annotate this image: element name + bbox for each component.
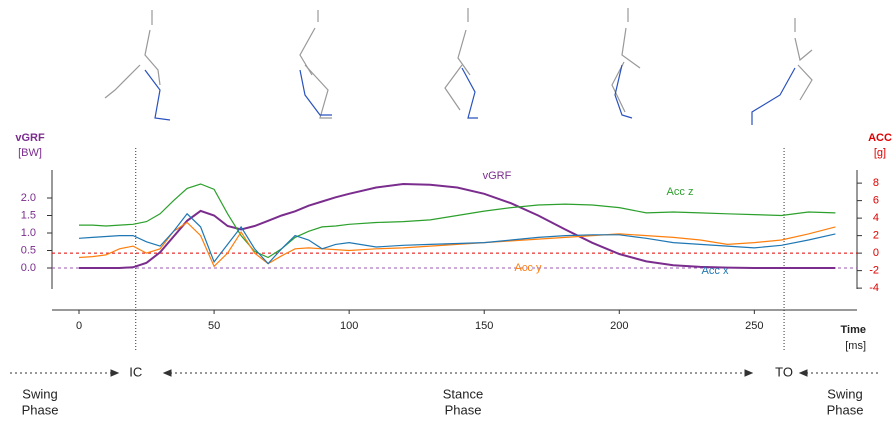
series-line <box>78 212 836 265</box>
phase-label: Stance <box>443 386 483 401</box>
y2-label: ACC <box>868 132 892 144</box>
phase-label: Phase <box>445 402 482 417</box>
y2-tick-label: 8 <box>873 177 879 189</box>
series-label: Acc y <box>515 262 542 274</box>
series-line <box>79 182 836 269</box>
series-label: Acc x <box>702 265 729 277</box>
y-tick-label: 2.0 <box>21 192 36 204</box>
y2-tick-label: 2 <box>873 230 879 242</box>
series-label: vGRF <box>483 170 512 182</box>
y-label: vGRF <box>15 132 45 144</box>
y2-tick-label: 6 <box>873 195 879 207</box>
stick-figures <box>104 8 813 125</box>
x-tick-label: 150 <box>475 320 493 332</box>
y-tick-label: 0.0 <box>21 262 36 274</box>
event-label: IC <box>129 364 142 379</box>
series-line <box>79 183 836 259</box>
y2-tick-label: 4 <box>873 212 879 224</box>
y2-tick-label: -4 <box>869 282 879 294</box>
phase-label: Phase <box>827 402 864 417</box>
y-tick-label: 0.5 <box>21 244 36 256</box>
phase-label: Swing <box>827 386 862 401</box>
y-axis-title: vGRF [BW] ACC [g] Time [ms] <box>15 132 892 352</box>
x-label: Time <box>841 324 866 336</box>
y-unit: [BW] <box>18 147 42 159</box>
series-line <box>78 221 836 268</box>
y2-unit: [g] <box>874 147 886 159</box>
phase-label: Swing <box>22 386 57 401</box>
y-tick-label: 1.5 <box>21 209 36 221</box>
x-unit: [ms] <box>845 340 866 352</box>
y-tick-label: 1.0 <box>21 227 36 239</box>
x-tick-label: 250 <box>745 320 763 332</box>
phase-arrows <box>10 369 880 377</box>
x-tick-label: 0 <box>76 320 82 332</box>
y2-tick-label: -2 <box>869 265 879 277</box>
series-label: Acc z <box>667 186 694 198</box>
x-tick-label: 200 <box>610 320 628 332</box>
y2-tick-label: 0 <box>873 247 879 259</box>
event-label: TO <box>775 364 793 379</box>
phase-label: Phase <box>22 402 59 417</box>
x-tick-label: 100 <box>340 320 358 332</box>
x-tick-label: 50 <box>208 320 220 332</box>
